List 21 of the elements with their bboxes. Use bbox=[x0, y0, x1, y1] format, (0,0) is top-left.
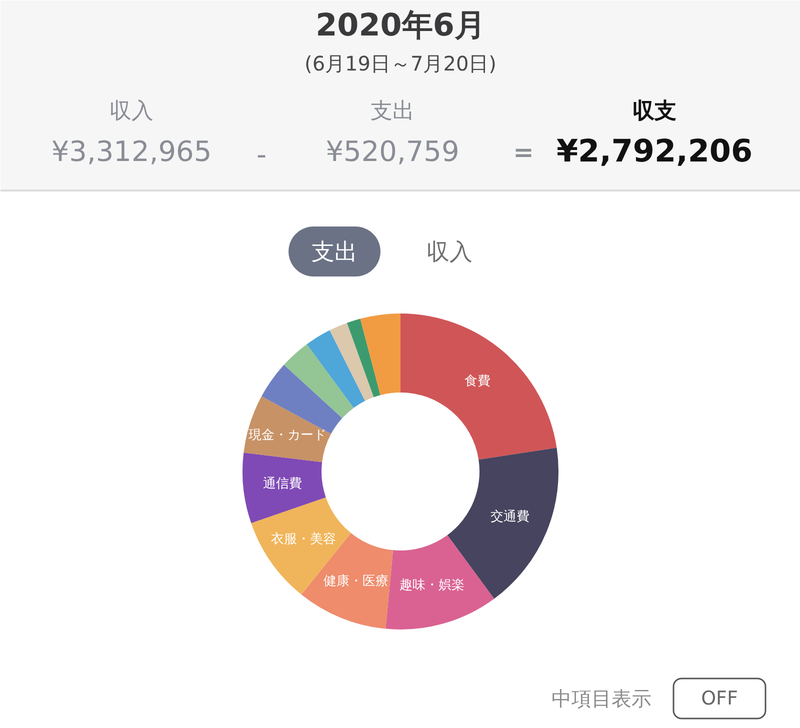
slice-label: 通信費 bbox=[263, 476, 302, 492]
chart-subtitle: (6月19日～7月20日) bbox=[304, 52, 496, 76]
text: 収入 bbox=[110, 99, 154, 124]
text: 収入 bbox=[426, 240, 472, 266]
slice-label: 交通費 bbox=[490, 508, 530, 524]
text: - bbox=[256, 138, 267, 171]
text: ¥520,759 bbox=[326, 135, 460, 168]
slice-label: 食費 bbox=[464, 374, 491, 390]
text: 支出 bbox=[370, 99, 414, 124]
text: OFF bbox=[701, 688, 738, 710]
slice-label: 現金・カード bbox=[248, 428, 327, 444]
chart-title: 2020年6月 bbox=[316, 8, 486, 44]
slice-label: 衣服・美容 bbox=[271, 531, 336, 548]
slice-label: 趣味・娯楽 bbox=[400, 578, 465, 594]
text: ＝ bbox=[510, 135, 538, 168]
text: ¥3,312,965 bbox=[51, 135, 212, 168]
slice-label: 健康・医療 bbox=[323, 574, 388, 589]
text: ¥2,792,206 bbox=[556, 134, 753, 170]
text: 中項目表示 bbox=[552, 686, 652, 710]
text: 支出 bbox=[312, 240, 358, 266]
text: 収支 bbox=[632, 99, 676, 124]
